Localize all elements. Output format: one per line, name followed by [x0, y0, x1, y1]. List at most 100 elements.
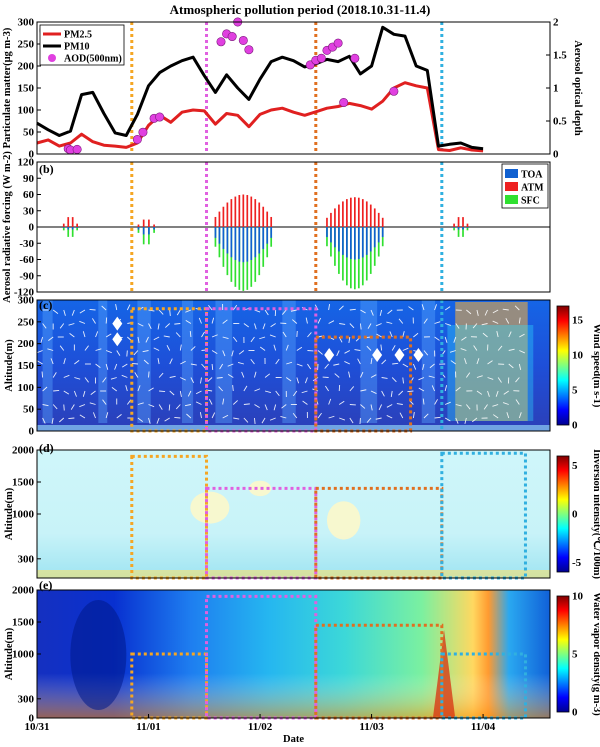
wind-vector	[131, 363, 138, 365]
wind-vector	[264, 404, 268, 411]
wind-vector	[502, 402, 509, 405]
wind-vector	[402, 347, 409, 351]
wind-vector	[254, 371, 257, 378]
aod-point	[132, 134, 142, 144]
y-tick-label: 1500	[12, 617, 35, 629]
colorbar-tick-label: 5	[572, 385, 578, 397]
wind-vector	[254, 323, 257, 330]
wind-vector	[508, 348, 515, 351]
legend-label: TOA	[521, 170, 543, 181]
wind-vector	[515, 377, 520, 383]
wind-vector	[190, 377, 195, 384]
wind-vector	[137, 336, 140, 343]
wind-vector	[222, 398, 225, 405]
wind-vector	[307, 332, 312, 338]
wind-vector	[122, 363, 128, 368]
wind-vector	[445, 323, 451, 326]
y-axis-label: Altitude(m)	[4, 627, 15, 680]
wind-vector	[42, 386, 48, 392]
missing-data-diamond	[324, 348, 335, 363]
wind-vector	[101, 305, 107, 311]
wind-vector	[444, 336, 448, 343]
wind-vector	[408, 306, 414, 311]
wind-vector	[116, 350, 121, 356]
wind-vector	[115, 304, 118, 311]
panel-label: (c)	[39, 298, 52, 312]
wind-vector	[195, 390, 202, 395]
wind-vector	[232, 304, 238, 311]
wind-vector	[502, 308, 509, 311]
wind-vector	[89, 309, 96, 311]
wind-vector	[73, 390, 77, 397]
wind-vector	[484, 309, 488, 316]
wind-vector	[370, 358, 373, 365]
wind-vector	[74, 360, 80, 365]
wind-vector	[227, 374, 234, 378]
legend-label: AOD(500nm)	[64, 54, 122, 65]
legend-swatch	[48, 54, 56, 62]
wind-vector	[455, 386, 461, 392]
wind-vector	[305, 317, 308, 324]
wind-vector	[195, 401, 202, 405]
wind-vector	[264, 390, 271, 393]
wind-vector	[125, 385, 128, 392]
wind-vector	[95, 348, 102, 351]
wind-vector	[169, 309, 171, 317]
wind-vector	[201, 331, 205, 338]
wind-vector	[48, 336, 54, 341]
colorbar	[556, 455, 570, 573]
x-tick-label: 11/03	[359, 721, 384, 733]
wind-vector	[506, 412, 510, 419]
wind-vector	[63, 374, 70, 378]
wind-vector	[179, 390, 182, 397]
wind-vector	[476, 375, 483, 378]
wind-vector	[250, 336, 255, 343]
wind-vector	[386, 404, 393, 408]
wind-vector	[518, 363, 522, 370]
wind-vector	[126, 350, 128, 357]
wind-vector	[354, 349, 361, 351]
wind-vector	[317, 412, 322, 419]
wind-vector	[254, 404, 260, 408]
wind-vector	[375, 417, 382, 420]
wind-vector	[496, 331, 499, 338]
period-box	[130, 454, 209, 580]
wind-vector	[461, 336, 467, 341]
wind-vector	[216, 377, 223, 379]
wind-vector	[379, 309, 383, 316]
wind-vector	[175, 332, 181, 338]
wind-vector	[116, 414, 122, 419]
wind-vector	[386, 321, 393, 324]
wind-vector	[222, 336, 229, 339]
wind-vector	[52, 309, 59, 314]
y-tick-label: 200	[18, 338, 35, 350]
wind-vector	[259, 346, 266, 351]
wind-vector	[455, 323, 460, 329]
wind-vector	[444, 385, 448, 392]
panel-label: (e)	[39, 578, 52, 592]
wind-vector	[421, 304, 425, 311]
wind-vector	[339, 417, 346, 421]
wind-vector	[157, 323, 160, 330]
wind-vector	[211, 317, 215, 324]
heatmap-c-plume	[137, 300, 151, 423]
y-tick-label: 2000	[12, 585, 35, 597]
y2-tick-label: 2	[553, 17, 559, 29]
wind-vector	[227, 363, 234, 367]
missing-data-diamond	[372, 348, 383, 363]
wind-vector	[418, 387, 425, 392]
wind-vector	[243, 403, 250, 405]
wind-vector	[290, 309, 297, 312]
y2-axis-label: Inversion intensity(℃/100m)	[591, 449, 600, 579]
wind-vector	[423, 318, 428, 324]
y2-tick-label: 1	[553, 83, 559, 95]
wind-vector	[211, 412, 216, 419]
wind-vector	[148, 387, 154, 392]
y-tick-label: -90	[19, 270, 34, 282]
wind-vector	[307, 363, 312, 370]
wind-vector	[190, 346, 196, 351]
wind-vector	[434, 321, 441, 324]
wind-vector	[254, 309, 261, 313]
wind-vector	[218, 386, 224, 392]
